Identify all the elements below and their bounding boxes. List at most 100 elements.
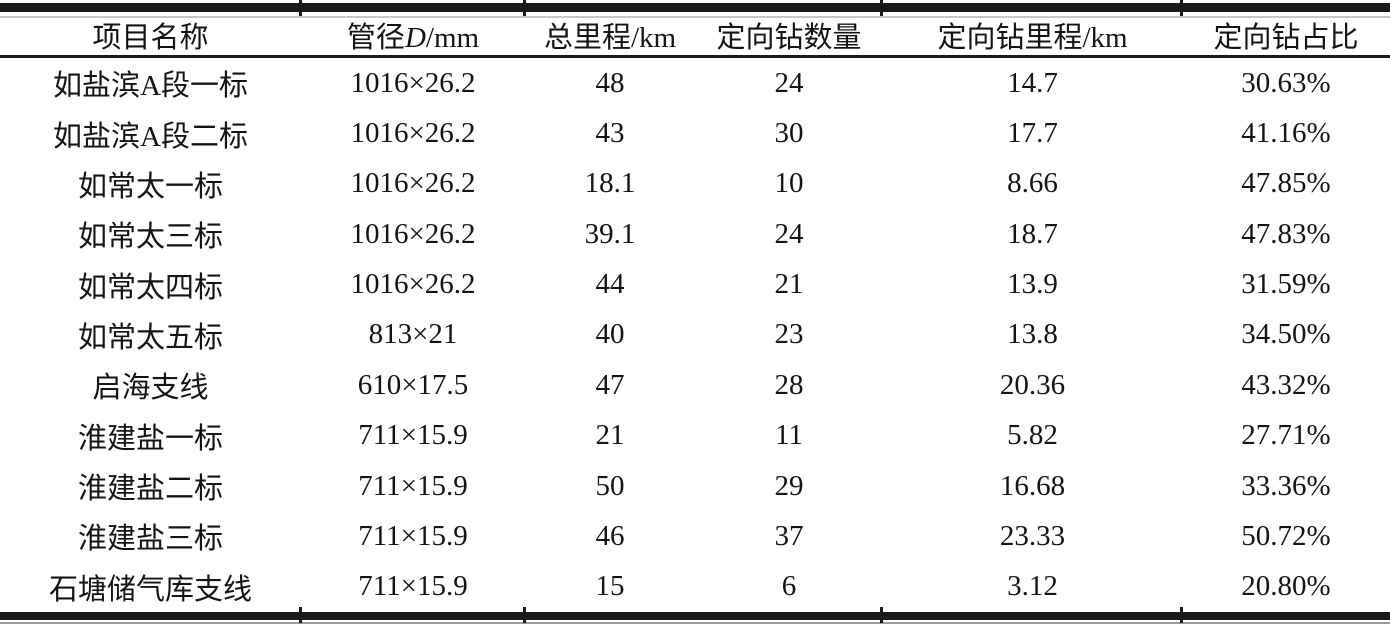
column-divider-tick bbox=[880, 0, 883, 16]
table-cell: 610×17.5 bbox=[357, 368, 469, 401]
table-cell: 1016×26.2 bbox=[350, 66, 476, 99]
table-bottom-rule bbox=[0, 612, 1390, 620]
table-cell: 启海支线 bbox=[92, 372, 209, 405]
column-divider-tick bbox=[299, 607, 302, 623]
table-cell: 23.33 bbox=[999, 519, 1066, 552]
table-cell: 8.66 bbox=[1007, 167, 1058, 200]
table-cell: 1016×26.2 bbox=[350, 217, 476, 250]
table-cell: 24 bbox=[774, 66, 804, 99]
table-header-row: 项目名称 管径D/mm 总里程/km 定向钻数量 定向钻里程/km 定向钻占比 bbox=[0, 14, 1390, 54]
table-cell: 47 bbox=[595, 368, 625, 401]
table-cell: 1016×26.2 bbox=[350, 167, 476, 200]
pipe-diameter-label-prefix: 管径 bbox=[346, 22, 405, 54]
pipe-diameter-symbol: D bbox=[404, 22, 426, 54]
table-cell: 如常太一标 bbox=[77, 170, 223, 203]
table-cell: 28 bbox=[774, 368, 804, 401]
table-cell: 3.12 bbox=[1007, 570, 1058, 603]
table-cell: 50.72% bbox=[1241, 519, 1331, 552]
table-cell: 44 bbox=[595, 268, 625, 301]
table-body: 如盐滨A段一标 1016×26.2 48 24 14.7 30.63% 如盐滨A… bbox=[0, 58, 1390, 612]
table-cell: 14.7 bbox=[1007, 66, 1058, 99]
table-cell: 10 bbox=[774, 167, 804, 200]
table-cell: 21 bbox=[595, 419, 625, 452]
column-header-hdd-mileage: 定向钻里程/km bbox=[937, 22, 1128, 54]
table-cell: 34.50% bbox=[1241, 318, 1331, 351]
column-divider-tick bbox=[523, 0, 526, 16]
table-cell: 47.83% bbox=[1241, 217, 1331, 250]
table-row: 如常太一标 1016×26.2 18.1 10 8.66 47.85% bbox=[0, 159, 1390, 209]
table-cell: 13.9 bbox=[1007, 268, 1058, 301]
table-cell: 37 bbox=[774, 519, 804, 552]
column-header-hdd-count: 定向钻数量 bbox=[716, 22, 862, 54]
table-cell: 40 bbox=[595, 318, 625, 351]
table-cell: 如常太四标 bbox=[77, 271, 223, 304]
table-cell: 20.36 bbox=[999, 368, 1066, 401]
table-top-rule-echo bbox=[0, 16, 1390, 18]
table-cell: 48 bbox=[595, 66, 625, 99]
table-header-rule bbox=[0, 55, 1390, 58]
column-header-pipe-diameter: 管径D/mm bbox=[301, 14, 525, 56]
table-cell: 如常太五标 bbox=[77, 321, 223, 354]
table-top-rule bbox=[0, 3, 1390, 12]
table-row: 如盐滨A段二标 1016×26.2 43 30 17.7 41.16% bbox=[0, 108, 1390, 158]
table-cell: 46 bbox=[595, 519, 625, 552]
table-cell: 30.63% bbox=[1241, 66, 1331, 99]
table-cell: 11 bbox=[775, 419, 803, 452]
table-cell: 711×15.9 bbox=[358, 519, 468, 552]
table-cell: 47.85% bbox=[1241, 167, 1331, 200]
table-cell: 23 bbox=[774, 318, 804, 351]
table-cell: 50 bbox=[595, 469, 625, 502]
table-row: 淮建盐三标 711×15.9 46 37 23.33 50.72% bbox=[0, 511, 1390, 561]
table-row: 如常太三标 1016×26.2 39.1 24 18.7 47.83% bbox=[0, 209, 1390, 259]
column-divider-tick bbox=[1180, 607, 1183, 623]
column-divider-tick bbox=[880, 607, 883, 623]
table-row: 淮建盐二标 711×15.9 50 29 16.68 33.36% bbox=[0, 461, 1390, 511]
table-cell: 39.1 bbox=[584, 217, 636, 250]
table-cell: 淮建盐二标 bbox=[77, 473, 223, 506]
table-cell: 石塘储气库支线 bbox=[48, 573, 252, 606]
column-divider-tick bbox=[523, 607, 526, 623]
column-divider-tick bbox=[299, 0, 302, 16]
table-cell: 33.36% bbox=[1241, 469, 1331, 502]
table-cell: 30 bbox=[774, 117, 804, 150]
table-cell: 1016×26.2 bbox=[350, 117, 476, 150]
table-cell: 如盐滨A段二标 bbox=[53, 120, 248, 153]
table-cell: 如盐滨A段一标 bbox=[53, 70, 248, 103]
table-cell: 31.59% bbox=[1241, 268, 1331, 301]
table-cell: 17.7 bbox=[1007, 117, 1058, 150]
table-cell: 27.71% bbox=[1241, 419, 1331, 452]
column-header-project-name: 项目名称 bbox=[92, 22, 209, 54]
column-header-total-mileage: 总里程/km bbox=[543, 22, 677, 54]
table-row: 淮建盐一标 711×15.9 21 11 5.82 27.71% bbox=[0, 411, 1390, 461]
column-header-hdd-ratio: 定向钻占比 bbox=[1213, 22, 1359, 54]
table-cell: 24 bbox=[774, 217, 804, 250]
table-cell: 711×15.9 bbox=[358, 570, 468, 603]
table-cell: 淮建盐一标 bbox=[77, 422, 223, 455]
table-cell: 6 bbox=[781, 570, 797, 603]
table-cell: 43.32% bbox=[1241, 368, 1331, 401]
table-cell: 16.68 bbox=[999, 469, 1066, 502]
table-cell: 18.7 bbox=[1007, 217, 1058, 250]
table-cell: 淮建盐三标 bbox=[77, 523, 223, 556]
table-cell: 13.8 bbox=[1007, 318, 1058, 351]
table-cell: 813×21 bbox=[368, 318, 458, 351]
table-bottom-rule-echo bbox=[0, 622, 1390, 624]
table-cell: 29 bbox=[774, 469, 804, 502]
table-row: 如盐滨A段一标 1016×26.2 48 24 14.7 30.63% bbox=[0, 58, 1390, 108]
table-row: 如常太四标 1016×26.2 44 21 13.9 31.59% bbox=[0, 259, 1390, 309]
table-row: 石塘储气库支线 711×15.9 15 6 3.12 20.80% bbox=[0, 562, 1390, 612]
column-divider-tick bbox=[1180, 0, 1183, 16]
table-cell: 20.80% bbox=[1241, 570, 1331, 603]
table-cell: 15 bbox=[595, 570, 625, 603]
pipe-diameter-label-suffix: /mm bbox=[425, 22, 480, 54]
table-cell: 43 bbox=[595, 117, 625, 150]
table-row: 启海支线 610×17.5 47 28 20.36 43.32% bbox=[0, 360, 1390, 410]
table-cell: 711×15.9 bbox=[358, 419, 468, 452]
table-cell: 711×15.9 bbox=[358, 469, 468, 502]
table-cell: 如常太三标 bbox=[77, 221, 223, 254]
table-row: 如常太五标 813×21 40 23 13.8 34.50% bbox=[0, 310, 1390, 360]
table-cell: 5.82 bbox=[1007, 419, 1058, 452]
table-cell: 41.16% bbox=[1241, 117, 1331, 150]
table-cell: 18.1 bbox=[584, 167, 636, 200]
